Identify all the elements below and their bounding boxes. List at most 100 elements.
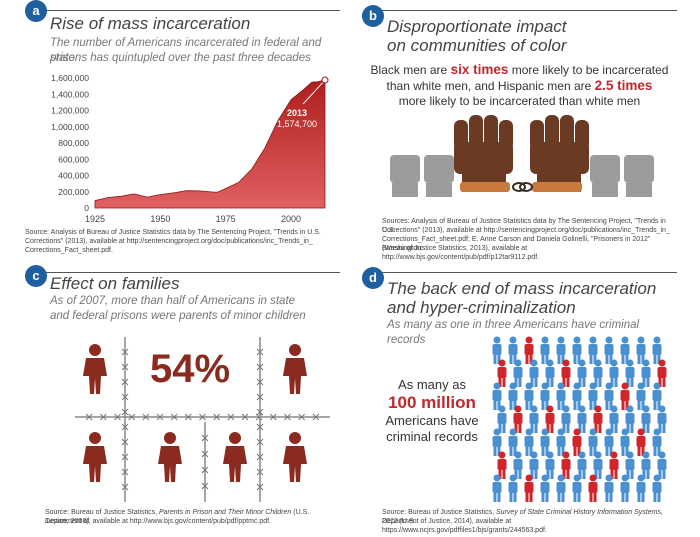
barb-icon — [312, 413, 320, 421]
barb-icon — [184, 413, 192, 421]
disparity-statement: Black men are six times more likely to b… — [362, 62, 677, 109]
y-tick-label: 1,200,000 — [51, 106, 89, 116]
brown-fist-right-icon — [530, 115, 589, 192]
x-tick-label: 1950 — [150, 214, 170, 224]
red-person-icon — [545, 405, 555, 433]
blue-person-icon — [513, 359, 523, 387]
blue-person-icon — [652, 336, 662, 364]
parent-figure-icon — [283, 432, 307, 482]
blue-person-icon — [540, 382, 550, 410]
parent-figure-icon — [83, 344, 107, 394]
blue-person-icon — [577, 451, 587, 479]
panel-divider — [374, 272, 677, 273]
parent-figure-icon — [223, 432, 247, 482]
parents-percentage: 54% — [149, 347, 231, 391]
panel-subtitle-line-1: The number of Americans incarcerated in … — [50, 37, 322, 64]
barb-icon — [201, 466, 209, 474]
blue-person-icon — [529, 359, 539, 387]
barb-icon — [213, 413, 221, 421]
red-person-icon — [561, 359, 571, 387]
stat-text: criminal records — [386, 429, 478, 444]
barb-icon — [227, 413, 235, 421]
source-line-1: Sources: Analysis of Bureau of Justice S… — [382, 218, 666, 234]
panel-b: b Disproportionate impact on communities… — [362, 0, 677, 261]
blue-person-icon — [604, 428, 614, 456]
source-line-1: Source: Bureau of Justice Statistics, Pa… — [45, 508, 340, 526]
panel-badge: b — [362, 5, 384, 27]
panel-c: c Effect on families As of 2007, more th… — [25, 262, 340, 527]
blue-person-icon — [652, 382, 662, 410]
barb-icon — [256, 453, 264, 461]
barb-icon — [121, 438, 129, 446]
source-line-3: Corrections_Fact_sheet.pdf; E. Anne Cars… — [382, 236, 651, 252]
panel-divider — [374, 10, 677, 11]
barb-icon — [170, 413, 178, 421]
blue-person-icon — [513, 451, 523, 479]
panel-subtitle: As many as one in three Americans have c… — [387, 319, 640, 346]
blue-person-icon — [641, 359, 651, 387]
barb-icon — [256, 468, 264, 476]
panel-subtitle-line-2: and federal prisons were parents of mino… — [50, 310, 306, 322]
source-line-2: Department of Justice, 2014), available … — [382, 518, 547, 534]
red-person-icon — [513, 405, 523, 433]
y-tick-label: 600,000 — [58, 154, 89, 164]
barb-icon — [142, 413, 150, 421]
barb-icon — [256, 408, 264, 416]
blue-person-icon — [556, 474, 566, 502]
blue-person-icon — [556, 382, 566, 410]
barb-icon — [201, 450, 209, 458]
panel-title-line-2: and hyper-criminalization — [387, 298, 576, 317]
criminal-records-statement: As many as 100 million Americans have cr… — [382, 377, 482, 445]
blue-person-icon — [641, 405, 651, 433]
barb-icon — [121, 423, 129, 431]
y-tick-label: 1,400,000 — [51, 89, 89, 99]
blue-person-icon — [620, 336, 630, 364]
blue-person-icon — [556, 336, 566, 364]
annotation-point — [321, 76, 329, 84]
barb-icon — [201, 482, 209, 490]
blue-person-icon — [620, 474, 630, 502]
panel-badge: a — [25, 0, 47, 22]
red-person-icon — [497, 451, 507, 479]
stat-highlight: 100 million — [388, 393, 476, 412]
blue-person-icon — [625, 359, 635, 387]
blue-person-icon — [593, 451, 603, 479]
gray-fists-right-icon — [590, 155, 654, 197]
blue-person-icon — [588, 336, 598, 364]
stat-highlight: six times — [450, 62, 509, 77]
blue-person-icon — [641, 451, 651, 479]
annotation-leader — [302, 79, 326, 105]
blue-person-icon — [545, 451, 555, 479]
blue-person-icon — [636, 336, 646, 364]
red-person-icon — [524, 474, 534, 502]
barb-icon — [85, 413, 93, 421]
panel-badge: c — [25, 265, 47, 287]
red-person-icon — [593, 405, 603, 433]
blue-person-icon — [588, 382, 598, 410]
blue-person-icon — [625, 405, 635, 433]
blue-person-icon — [508, 474, 518, 502]
panel-divider — [37, 10, 340, 11]
stat-text: As many as — [398, 377, 466, 392]
barb-icon — [256, 378, 264, 386]
stat-text: than white men, and Hispanic men are — [386, 79, 595, 93]
source-line-2: Justice, 2008), available at http://www.… — [45, 518, 272, 525]
blue-person-icon — [561, 405, 571, 433]
blue-person-icon — [540, 336, 550, 364]
blue-person-icon — [524, 382, 534, 410]
barb-icon — [241, 413, 249, 421]
red-person-icon — [524, 336, 534, 364]
barb-icon — [114, 413, 121, 421]
red-person-icon — [636, 428, 646, 456]
blue-person-icon — [508, 336, 518, 364]
blue-person-icon — [492, 336, 502, 364]
blue-person-icon — [657, 405, 667, 433]
barb-icon — [284, 413, 291, 421]
panel-title: Effect on families — [50, 274, 180, 293]
stat-text: Black men are — [370, 63, 451, 77]
barb-icon — [128, 413, 136, 421]
fists-illustration — [390, 115, 654, 197]
incarceration-area-chart: 0 200,000 400,000 600,000 800,000 1,000,000 1,… — [51, 73, 329, 224]
blue-person-icon — [588, 428, 598, 456]
blue-person-icon — [577, 405, 587, 433]
